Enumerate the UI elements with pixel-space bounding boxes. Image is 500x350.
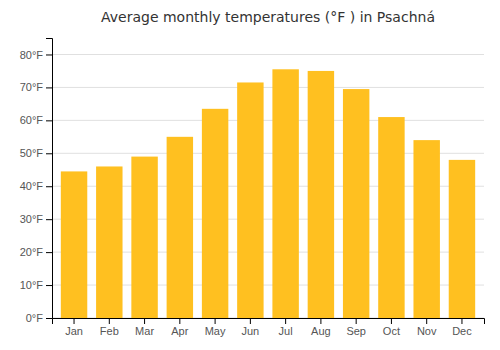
x-tick-label: Aug [311,325,331,337]
x-tick-label: Jun [241,325,259,337]
bar [167,137,193,318]
grid-line [52,87,484,88]
y-tick-mark [46,186,52,187]
x-tick: Sep [346,318,366,337]
bar [449,160,475,318]
y-tick-mark [46,87,52,88]
x-tick-mark [356,318,357,324]
grid-line [52,54,484,55]
y-tick-label: 40°F [20,180,44,192]
y-tick-label: 30°F [20,213,44,225]
x-tick-mark [109,318,110,324]
y-tick: 70°F [20,81,52,93]
x-tick-mark [144,318,145,324]
x-tick-mark [320,318,321,324]
bars [61,69,475,318]
bar [378,117,404,318]
x-axis-line [53,319,485,325]
bar [131,157,157,318]
grid [52,54,484,318]
x-tick-mark [215,318,216,324]
y-tick: 10°F [20,279,52,291]
y-tick-label: 0°F [26,312,44,324]
x-tick: Jun [241,318,259,337]
x-tick-label: May [205,325,226,337]
x-tick-label: Feb [100,325,119,337]
y-tick-mark [46,285,52,286]
x-tick-mark [74,318,75,324]
x-tick-mark [461,318,462,324]
bar [237,82,263,318]
y-tick-label: 50°F [20,147,44,159]
x-tick-label: Oct [383,325,400,337]
y-tick: 80°F [20,48,52,60]
y-tick: 30°F [20,213,52,225]
x-tick: Oct [383,318,400,337]
y-tick-mark [46,120,52,121]
y-tick-mark [46,153,52,154]
y-tick-label: 80°F [20,48,44,60]
x-tick-label: Apr [171,325,188,337]
y-tick-label: 70°F [20,81,44,93]
x-tick-mark [179,318,180,324]
x-tick: Jul [279,318,293,337]
x-tick-label: Sep [346,325,366,337]
bar [413,140,439,318]
bar [61,171,87,318]
grid-line [52,120,484,121]
y-tick-mark [46,252,52,253]
y-axis: 0°F 10°F 20°F 30°F 40°F 50°F 60°F 70°F 80°F [20,39,53,325]
x-tick-mark [285,318,286,324]
x-tick: Jan [65,318,83,337]
y-axis-line [46,39,53,319]
x-tick: Feb [100,318,119,337]
title: Average monthly temperatures (°F ) in Ps… [101,9,435,25]
bar [343,89,369,318]
bar [202,109,228,318]
y-tick: 50°F [20,147,52,159]
x-axis: Jan Feb Mar Apr May Jun Jul Aug Sep Oct Nov Dec [53,318,485,337]
bar [96,166,122,318]
x-tick: Apr [171,318,188,337]
x-tick-label: Jan [65,325,83,337]
x-tick: Mar [135,318,154,337]
x-tick: Aug [311,318,331,337]
x-tick-label: Nov [417,325,437,337]
x-tick: Nov [417,318,437,337]
y-tick-label: 20°F [20,246,44,258]
bar [272,69,298,318]
bar [308,71,334,318]
y-tick-mark [46,54,52,55]
x-tick-label: Dec [452,325,472,337]
y-tick-mark [46,318,52,319]
x-tick: May [205,318,226,337]
y-tick: 40°F [20,180,52,192]
chart: Jan Feb Mar Apr May Jun Jul Aug Sep Oct Nov Dec 0°F 1… [0,0,500,350]
y-tick: 20°F [20,246,52,258]
y-tick-label: 10°F [20,279,44,291]
x-tick-mark [250,318,251,324]
x-tick-label: Mar [135,325,154,337]
y-tick-label: 60°F [20,114,44,126]
x-tick: Dec [452,318,472,337]
y-tick-mark [46,219,52,220]
x-tick-mark [426,318,427,324]
y-tick: 0°F [26,312,52,324]
x-tick-label: Jul [279,325,293,337]
y-tick: 60°F [20,114,52,126]
x-tick-mark [391,318,392,324]
